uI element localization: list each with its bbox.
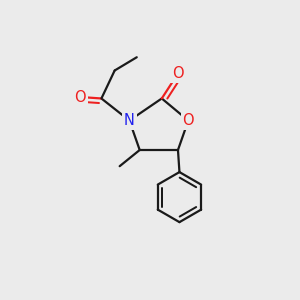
Text: O: O [182,113,194,128]
Text: O: O [74,89,86,104]
Text: N: N [124,113,135,128]
Text: O: O [172,66,184,81]
